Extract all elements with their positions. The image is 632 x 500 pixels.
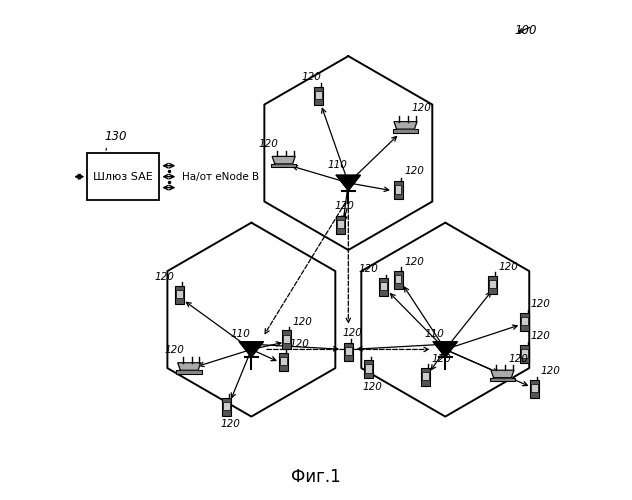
Text: 120: 120 [362, 382, 382, 392]
FancyBboxPatch shape [521, 350, 528, 358]
Polygon shape [491, 370, 514, 378]
FancyBboxPatch shape [520, 313, 530, 331]
Text: 120: 120 [499, 262, 518, 272]
FancyBboxPatch shape [222, 398, 231, 415]
FancyBboxPatch shape [380, 282, 387, 290]
FancyBboxPatch shape [379, 278, 387, 296]
FancyBboxPatch shape [314, 87, 323, 105]
FancyBboxPatch shape [282, 330, 291, 348]
FancyBboxPatch shape [520, 346, 530, 364]
FancyBboxPatch shape [176, 290, 183, 298]
Text: 120: 120 [292, 316, 312, 326]
Text: Фиг.1: Фиг.1 [291, 468, 341, 486]
FancyBboxPatch shape [315, 91, 322, 99]
FancyBboxPatch shape [394, 275, 401, 283]
Text: На/от eNode B: На/от eNode B [182, 172, 259, 181]
FancyBboxPatch shape [363, 360, 373, 378]
FancyBboxPatch shape [176, 370, 202, 374]
FancyBboxPatch shape [422, 372, 428, 380]
FancyBboxPatch shape [521, 317, 528, 326]
Text: 120: 120 [259, 139, 279, 149]
FancyBboxPatch shape [283, 334, 289, 342]
FancyBboxPatch shape [280, 357, 287, 365]
Polygon shape [240, 342, 264, 357]
FancyBboxPatch shape [344, 343, 353, 361]
Polygon shape [178, 363, 201, 370]
Text: 120: 120 [289, 339, 310, 349]
FancyBboxPatch shape [271, 164, 296, 168]
Text: 120: 120 [358, 264, 378, 274]
Text: 120: 120 [164, 346, 184, 356]
Polygon shape [272, 156, 295, 164]
Text: 120: 120 [508, 354, 528, 364]
FancyBboxPatch shape [394, 182, 403, 200]
FancyBboxPatch shape [223, 402, 230, 410]
FancyBboxPatch shape [365, 364, 372, 372]
Text: 120: 120 [432, 354, 451, 364]
Text: 120: 120 [343, 328, 362, 338]
Text: 120: 120 [154, 272, 174, 282]
FancyBboxPatch shape [532, 384, 538, 392]
FancyBboxPatch shape [394, 186, 401, 194]
Text: 120: 120 [301, 72, 321, 82]
FancyBboxPatch shape [345, 347, 352, 355]
FancyBboxPatch shape [421, 368, 430, 386]
FancyBboxPatch shape [530, 380, 539, 398]
FancyBboxPatch shape [488, 276, 497, 294]
FancyBboxPatch shape [337, 220, 344, 228]
Text: 120: 120 [404, 257, 424, 267]
Text: 120: 120 [335, 201, 355, 211]
FancyBboxPatch shape [279, 353, 288, 371]
Text: 130: 130 [105, 130, 127, 143]
Text: 120: 120 [404, 166, 424, 176]
Polygon shape [434, 342, 458, 357]
Text: 110: 110 [425, 328, 444, 338]
Text: 120: 120 [221, 419, 240, 429]
FancyBboxPatch shape [489, 280, 496, 288]
Text: 100: 100 [514, 24, 537, 37]
Text: Шлюз SAE: Шлюз SAE [94, 172, 153, 181]
FancyBboxPatch shape [87, 153, 159, 200]
FancyBboxPatch shape [394, 271, 403, 289]
Text: 110: 110 [231, 328, 250, 338]
FancyBboxPatch shape [392, 129, 418, 132]
FancyBboxPatch shape [174, 286, 184, 304]
Text: 120: 120 [531, 299, 550, 309]
FancyBboxPatch shape [490, 378, 515, 381]
Polygon shape [336, 175, 360, 190]
FancyBboxPatch shape [336, 216, 345, 234]
Text: 120: 120 [411, 104, 432, 114]
Text: 110: 110 [327, 160, 348, 170]
Text: 120: 120 [531, 332, 550, 342]
Polygon shape [394, 122, 417, 129]
Text: 120: 120 [541, 366, 561, 376]
